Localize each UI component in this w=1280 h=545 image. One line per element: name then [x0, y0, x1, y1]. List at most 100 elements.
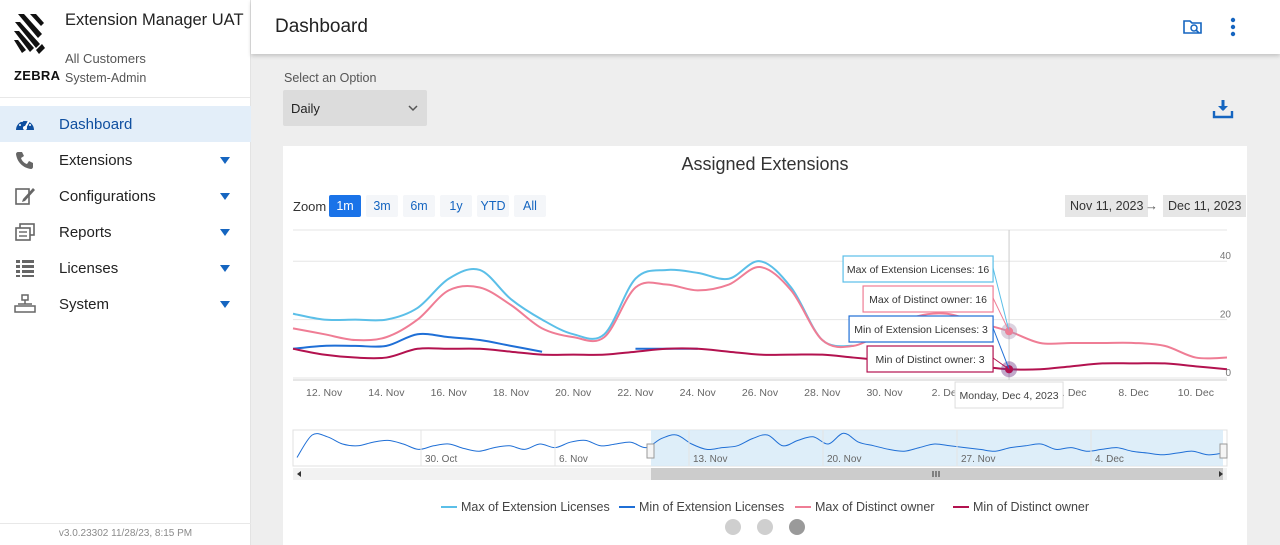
tooltip-box [848, 315, 994, 343]
range-from-input[interactable]: Nov 11, 2023 [1065, 195, 1149, 217]
legend-swatch [441, 506, 457, 508]
brand-header: ZEBRA Extension Manager UAT All Customer… [0, 0, 250, 98]
x-tick-label: 16. Nov [431, 387, 468, 399]
tooltip-entry: Max of Extension Licenses: 16 [847, 264, 990, 276]
x-tick-label: 26. Nov [742, 387, 779, 399]
range-arrow: → [1145, 198, 1158, 213]
more-vertical-icon[interactable] [1228, 16, 1238, 38]
period-select[interactable]: Daily [283, 90, 427, 126]
navigator-series [296, 432, 1224, 458]
sidebar-item-label: Configurations [59, 187, 156, 205]
tooltip-box [842, 255, 994, 283]
dashboard-icon [16, 120, 34, 130]
tooltip-box [866, 345, 994, 373]
customer-label: All Customers [65, 51, 146, 66]
legend-item[interactable]: Min of Distinct owner [953, 500, 1089, 514]
series-line [292, 332, 543, 353]
pager-dot-2[interactable] [757, 519, 773, 535]
tooltip-connector [992, 327, 1010, 370]
zoom-label: Zoom [293, 199, 327, 214]
x-tick-label: 14. Nov [368, 387, 405, 399]
legend-item[interactable]: Max of Distinct owner [795, 500, 934, 514]
version-info: v3.0.23302 11/28/23, 8:15 PM [0, 523, 251, 545]
x-tick-label: 28. Nov [804, 387, 841, 399]
zoom-3m-button[interactable]: 3m [366, 195, 398, 217]
tooltip-date: Monday, Dec 4, 2023 [960, 390, 1059, 402]
sidebar-item-reports[interactable]: Reports [0, 214, 251, 250]
period-select-value: Daily [291, 101, 320, 116]
tooltip-date-box [954, 381, 1064, 409]
tooltip-box [862, 285, 994, 313]
sidebar-item-licenses[interactable]: Licenses [0, 250, 251, 286]
range-navigator[interactable]: 30. Oct 6. Nov 13. Nov 20. Nov 27. Nov 4. Dec [292, 429, 1228, 480]
zoom-all-button[interactable]: All [514, 195, 546, 217]
legend-swatch [795, 506, 811, 508]
chevron-down-icon [408, 105, 418, 112]
sidebar-item-label: Extensions [59, 151, 133, 169]
x-tick-label: 18. Nov [493, 387, 530, 399]
x-tick-label: 6. Dec [1056, 387, 1086, 399]
brand-wordmark: ZEBRA [14, 68, 61, 83]
line-chart[interactable]: 12. Nov 14. Nov 16. Nov 18. Nov 20. Nov 22. N… [283, 226, 1247, 488]
legend-swatch [953, 506, 969, 508]
y-tick-label: 0 [1225, 368, 1231, 379]
phone-icon [16, 152, 33, 169]
sidebar: ZEBRA Extension Manager UAT All Customer… [0, 0, 251, 545]
sidebar-item-label: System [59, 295, 110, 313]
top-header: Dashboard [251, 0, 1280, 54]
zoom-1y-button[interactable]: 1y [440, 195, 472, 217]
legend-item[interactable]: Max of Extension Licenses [441, 500, 610, 514]
tooltip-connector [992, 357, 1010, 370]
zoom-1m-button[interactable]: 1m [329, 195, 361, 217]
zebra-logo-icon [14, 14, 45, 54]
zoom-ytd-button[interactable]: YTD [477, 195, 509, 217]
range-to-input[interactable]: Dec 11, 2023 [1163, 195, 1247, 217]
x-tick-label: 22. Nov [617, 387, 654, 399]
app-title: Extension Manager UAT [65, 11, 244, 29]
legend-item[interactable]: Min of Extension Licenses [619, 500, 784, 514]
sidebar-item-dashboard[interactable]: Dashboard [0, 106, 251, 142]
chart-tooltip: Max of Extension Licenses: 16 Max of Dist… [842, 230, 1064, 409]
sidebar-item-label: Licenses [59, 259, 119, 277]
sidebar-item-configurations[interactable]: Configurations [0, 178, 251, 214]
x-tick-label: 20. Nov [555, 387, 592, 399]
download-icon[interactable] [1212, 99, 1234, 119]
series-line [292, 347, 1228, 371]
reports-icon [15, 223, 35, 241]
role-label: System-Admin [65, 71, 147, 85]
scroll-right-icon [1219, 471, 1223, 477]
chevron-down-icon[interactable] [220, 157, 230, 164]
chart-panel: Assigned Extensions Zoom 1m 3m 6m 1y YTD… [283, 146, 1247, 545]
option-label: Select an Option [284, 71, 377, 85]
pager-dot-3[interactable] [789, 519, 805, 535]
chart-series [292, 260, 1228, 371]
sidebar-item-system[interactable]: System [0, 286, 251, 322]
legend-swatch [619, 506, 635, 508]
chevron-down-icon[interactable] [220, 301, 230, 308]
x-tick-label: 10. Dec [1178, 387, 1214, 399]
tooltip-connector [992, 267, 1010, 332]
x-axis-ticks: 12. Nov 14. Nov 16. Nov 18. Nov 20. Nov 22. N… [306, 387, 1214, 399]
pager-dot-1[interactable] [725, 519, 741, 535]
sidebar-item-extensions[interactable]: Extensions [0, 142, 251, 178]
legend-label: Max of Extension Licenses [461, 500, 610, 514]
x-tick-label: 2. Dec [932, 387, 962, 399]
tooltip-entry: Min of Extension Licenses: 3 [854, 324, 988, 336]
page-title: Dashboard [275, 16, 368, 37]
chevron-down-icon[interactable] [220, 193, 230, 200]
folder-search-icon[interactable] [1183, 17, 1203, 37]
x-tick-label: 8. Dec [1118, 387, 1148, 399]
navigator-tick-label: 20. Nov [827, 454, 861, 465]
y-axis-ticks: 0 20 40 [1220, 251, 1232, 379]
navigator-tick-label: 4. Dec [1095, 454, 1124, 465]
scroll-left-icon [297, 471, 301, 477]
navigator-scrollbar-thumb [651, 468, 1223, 480]
zoom-6m-button[interactable]: 6m [403, 195, 435, 217]
list-icon [16, 260, 34, 277]
chart-title: Assigned Extensions [681, 154, 849, 174]
tooltip-entry: Max of Distinct owner: 16 [869, 294, 987, 306]
x-tick-label: 12. Nov [306, 387, 343, 399]
chevron-down-icon[interactable] [220, 229, 230, 236]
chevron-down-icon[interactable] [220, 265, 230, 272]
navigator-tick-label: 30. Oct [425, 454, 457, 465]
